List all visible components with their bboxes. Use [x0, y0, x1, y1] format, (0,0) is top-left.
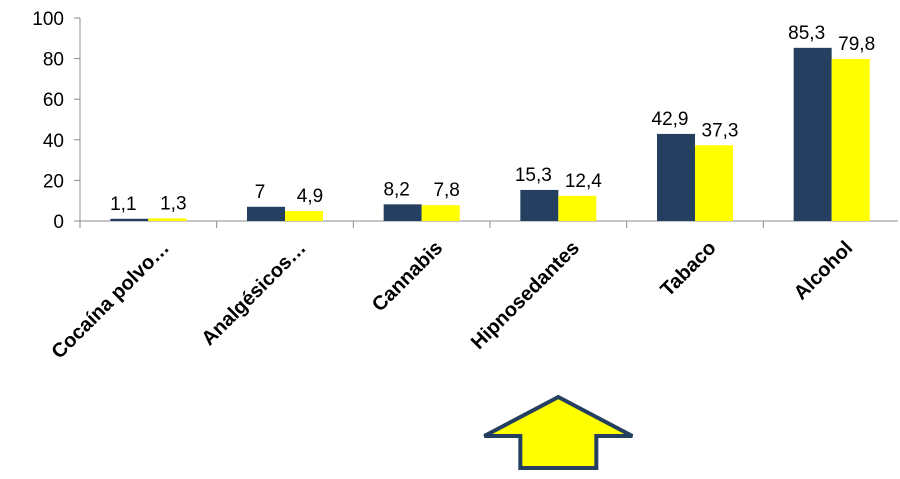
- data-labels: 1,1 1,3 7 4,9 8,2 7,8 15,3 12,4 42,9 37,3 85,3 79,8: [110, 23, 875, 215]
- bar-series2: [831, 59, 870, 222]
- data-label: 7: [255, 182, 266, 203]
- data-label: 79,8: [838, 34, 875, 55]
- up-arrow-icon: [483, 394, 634, 470]
- category-label: Cocaína polvo…: [48, 237, 174, 363]
- bar-series1: [247, 206, 285, 221]
- bar-series1: [520, 189, 559, 221]
- bar-series1: [383, 204, 422, 221]
- y-tick-label: 0: [53, 212, 64, 233]
- data-label: 7,8: [433, 180, 459, 201]
- bar-series2: [285, 211, 323, 221]
- data-label: 37,3: [702, 120, 739, 141]
- category-label: Alcohol: [790, 237, 857, 304]
- data-label: 1,1: [110, 194, 136, 215]
- data-label: 8,2: [383, 179, 409, 200]
- bars: [110, 47, 870, 222]
- bar-series1: [110, 218, 149, 221]
- y-tick-label: 100: [32, 9, 64, 30]
- data-label: 85,3: [788, 23, 825, 44]
- y-tick-label: 40: [43, 131, 64, 152]
- annotation: [483, 394, 634, 470]
- data-label: 42,9: [652, 109, 689, 130]
- bar-series2: [148, 218, 187, 221]
- data-label: 1,3: [160, 193, 186, 214]
- bar-series2: [695, 145, 733, 221]
- data-label: 15,3: [515, 165, 552, 186]
- bar-series1: [793, 47, 832, 221]
- y-tick-label: 20: [43, 171, 64, 192]
- bar-series2: [421, 205, 460, 221]
- bar-series2: [558, 195, 597, 221]
- category-label: Cannabis: [368, 237, 447, 316]
- data-label: 4,9: [297, 186, 323, 207]
- category-label: Analgésicos…: [198, 237, 311, 350]
- category-label: Hipnosedantes: [467, 237, 584, 354]
- data-label: 12,4: [565, 171, 602, 192]
- y-tick-label: 80: [43, 50, 64, 71]
- axes: 0 20 40 60 80 100: [32, 9, 898, 233]
- category-labels: Cocaína polvo… Analgésicos… Cannabis Hipnos…: [48, 237, 858, 363]
- category-label: Tabaco: [657, 237, 721, 301]
- bar-series1: [657, 133, 695, 221]
- y-tick-label: 60: [43, 90, 64, 111]
